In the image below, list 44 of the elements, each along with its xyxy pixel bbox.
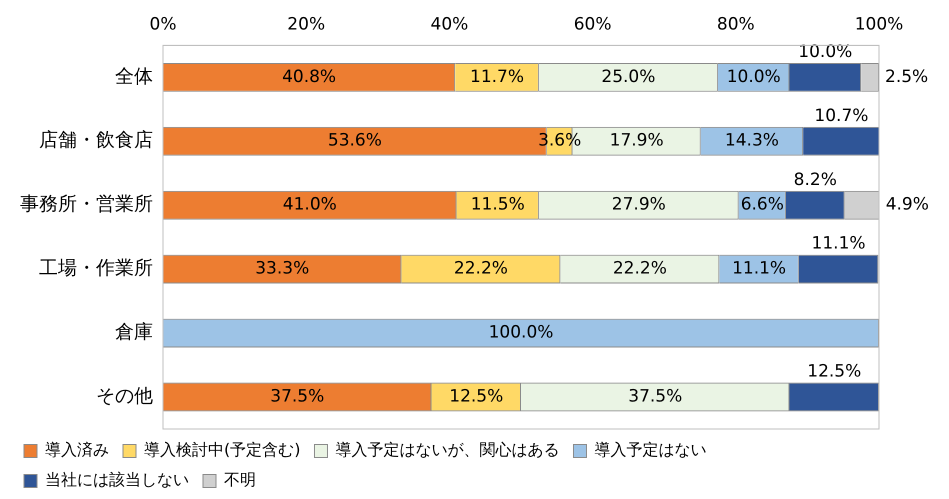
data-label: 11.1%	[812, 234, 866, 254]
data-label: 11.1%	[732, 258, 786, 279]
data-label: 100.0%	[488, 322, 554, 343]
y-tick-label: 店舗・飲食店	[39, 129, 153, 152]
data-label: 40.8%	[282, 66, 336, 87]
data-label: 8.2%	[794, 170, 837, 190]
data-label: 37.5%	[270, 386, 324, 406]
legend-label: 不明	[224, 470, 256, 490]
data-label: 41.0%	[282, 194, 337, 215]
x-tick-label: 80%	[716, 14, 755, 35]
data-label: 12.5%	[807, 362, 862, 382]
legend-label: 導入予定はないが、関心はある	[335, 440, 560, 460]
legend-label: 導入予定はない	[594, 440, 706, 460]
data-label: 27.9%	[612, 194, 666, 215]
data-label: 53.6%	[328, 130, 382, 151]
data-label: 10.7%	[814, 106, 868, 126]
x-tick-label: 100%	[854, 14, 904, 35]
data-label: 17.9%	[610, 130, 664, 151]
data-label: 6.6%	[740, 194, 784, 215]
data-label: 11.7%	[470, 66, 524, 87]
data-label: 12.5%	[449, 386, 504, 406]
y-tick-label: 工場・作業所	[39, 257, 153, 280]
data-label: 22.2%	[612, 258, 667, 279]
data-label: 10.0%	[726, 66, 781, 87]
y-tick-label: 事務所・営業所	[20, 193, 153, 216]
data-label: 4.9%	[886, 194, 929, 215]
x-tick-label: 60%	[574, 14, 612, 35]
data-label: 25.0%	[601, 66, 656, 87]
y-tick-label: その他	[96, 384, 153, 407]
data-label: 2.5%	[885, 66, 928, 87]
data-label: 33.3%	[255, 258, 310, 279]
data-label: 11.5%	[470, 194, 525, 215]
data-label: 37.5%	[628, 386, 682, 406]
x-tick-label: 20%	[287, 14, 326, 35]
legend-label: 導入検討中(予定含む)	[144, 440, 300, 460]
x-tick-label: 40%	[430, 14, 468, 35]
y-tick-label: 倉庫	[115, 321, 153, 344]
y-tick-label: 全体	[115, 65, 153, 88]
x-tick-label: 0%	[150, 14, 176, 35]
legend-label: 当社には該当しない	[45, 470, 189, 490]
data-label: 3.6%	[538, 130, 582, 151]
legend-label: 導入済み	[45, 440, 109, 460]
data-label: 14.3%	[724, 130, 779, 151]
data-label: 22.2%	[454, 258, 508, 279]
